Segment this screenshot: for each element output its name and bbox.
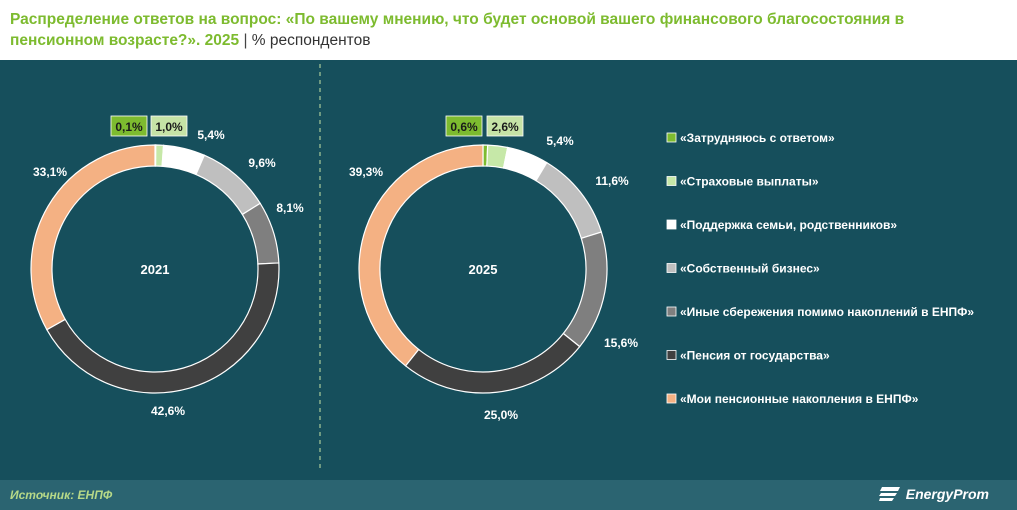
donuts-group: 2021 0,1% 1,0% 5,4% 9,6% 8,1% 42,6% 33,1% 2025 0,… bbox=[30, 115, 638, 422]
data-label-box bbox=[486, 115, 524, 137]
legend-label: «Страховые выплаты» bbox=[680, 175, 819, 189]
data-label: 5,4% bbox=[546, 134, 574, 148]
data-label: 39,3% bbox=[349, 165, 383, 179]
legend-label: «Пенсия от государства» bbox=[680, 349, 830, 363]
donut-segment bbox=[562, 231, 608, 348]
footer: Источник: ЕНПФ EnergyProm bbox=[0, 480, 1017, 510]
donut-segment bbox=[535, 161, 603, 240]
source-text: Источник: ЕНПФ bbox=[10, 488, 113, 502]
legend-swatch bbox=[666, 176, 677, 186]
data-label: 9,6% bbox=[248, 156, 276, 170]
donut-chart-2021: 2021 0,1% 1,0% 5,4% 9,6% 8,1% 42,6% 33,1% bbox=[30, 115, 304, 418]
legend-swatch bbox=[666, 350, 677, 360]
energyprom-logo-icon bbox=[878, 487, 900, 501]
data-label: 2,6% bbox=[491, 120, 519, 134]
donut-segment bbox=[46, 262, 280, 394]
logo: EnergyProm bbox=[878, 485, 989, 503]
donut-segment bbox=[358, 144, 484, 367]
data-label: 15,6% bbox=[604, 336, 638, 350]
data-label: 1,0% bbox=[155, 120, 183, 134]
legend-swatch bbox=[666, 263, 677, 273]
data-label: 0,6% bbox=[450, 120, 478, 134]
donut-center-label: 2025 bbox=[469, 262, 498, 277]
legend-label: «Затрудняюсь с ответом» bbox=[680, 131, 835, 145]
legend: «Затрудняюсь с ответом» «Страховые выплат… bbox=[666, 131, 974, 406]
data-label-box bbox=[110, 115, 148, 137]
legend-swatch bbox=[666, 306, 677, 317]
legend-label: «Иные сбережения помимо накоплений в ЕНП… bbox=[680, 305, 974, 319]
title-unit: % респондентов bbox=[251, 32, 371, 49]
donut-chart-2025: 2025 0,6% 2,6% 5,4% 11,6% 15,6% 25,0% 39,3% bbox=[349, 115, 638, 422]
donut-center-label: 2021 bbox=[141, 262, 170, 277]
data-label: 25,0% bbox=[484, 408, 518, 422]
data-label: 8,1% bbox=[276, 201, 304, 215]
page-title: Распределение ответов на вопрос: «По ваш… bbox=[10, 9, 1000, 51]
donut-segment bbox=[30, 144, 156, 331]
data-label: 0,1% bbox=[115, 120, 143, 134]
legend-label: «Мои пенсионные накопления в ЕНПФ» bbox=[680, 392, 919, 406]
data-label: 5,4% bbox=[197, 128, 225, 142]
legend-swatch bbox=[666, 219, 677, 230]
data-label-box bbox=[445, 115, 483, 137]
donut-segment bbox=[404, 332, 581, 394]
donut-segment bbox=[241, 202, 280, 265]
legend-swatch bbox=[666, 393, 677, 404]
data-label: 42,6% bbox=[151, 404, 185, 418]
legend-swatch bbox=[666, 132, 677, 143]
title-text: Распределение ответов на вопрос: «По ваш… bbox=[10, 11, 905, 49]
data-label: 11,6% bbox=[595, 174, 629, 188]
donut-charts: 2021 0,1% 1,0% 5,4% 9,6% 8,1% 42,6% 33,1% 2025 0,… bbox=[30, 64, 974, 470]
title-separator: | bbox=[243, 32, 248, 49]
data-label-box bbox=[150, 115, 188, 137]
data-label: 33,1% bbox=[33, 165, 67, 179]
legend-label: «Поддержка семьи, родственников» bbox=[680, 218, 897, 232]
legend-label: «Собственный бизнес» bbox=[680, 262, 820, 276]
header: Распределение ответов на вопрос: «По ваш… bbox=[0, 0, 1017, 60]
logo-text: EnergyProm bbox=[905, 486, 989, 502]
